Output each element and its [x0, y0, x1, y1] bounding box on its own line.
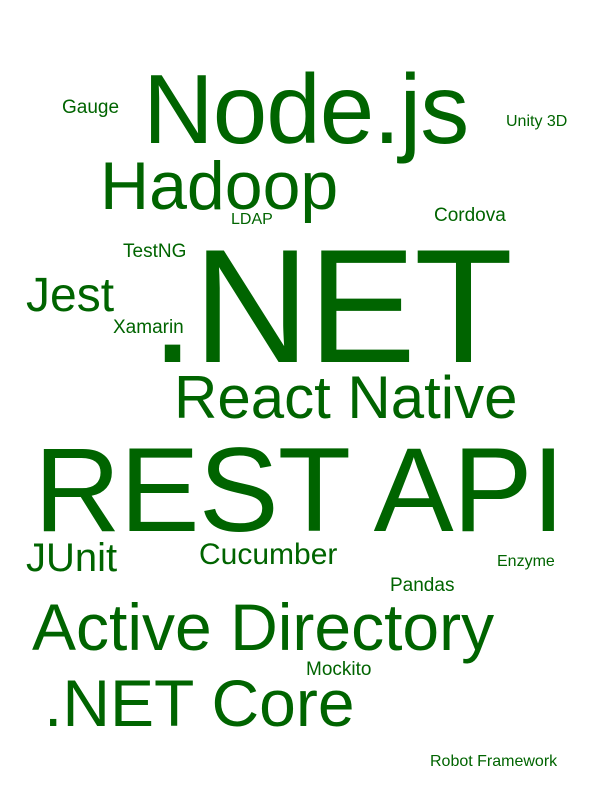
word-dotnet-core: .NET Core	[44, 666, 355, 740]
word-ldap: LDAP	[231, 211, 273, 228]
word-cucumber: Cucumber	[199, 538, 338, 571]
word-xamarin: Xamarin	[113, 317, 184, 338]
word-react-native: React Native	[174, 364, 518, 431]
word-unity3d: Unity 3D	[506, 113, 568, 130]
word-enzyme: Enzyme	[497, 553, 555, 570]
word-testng: TestNG	[123, 241, 187, 262]
word-cordova: Cordova	[434, 205, 506, 226]
word-hadoop: Hadoop	[100, 148, 339, 224]
word-rest-api: REST API	[34, 423, 565, 557]
word-mockito: Mockito	[306, 659, 372, 680]
word-jest: Jest	[26, 269, 115, 322]
word-gauge: Gauge	[62, 97, 120, 118]
word-pandas: Pandas	[390, 575, 455, 596]
word-dotnet: .NET	[150, 216, 513, 397]
word-junit: JUnit	[26, 536, 118, 580]
word-nodejs: Node.js	[143, 54, 469, 164]
word-robot-framework: Robot Framework	[430, 753, 558, 770]
word-active-directory: Active Directory	[32, 590, 495, 664]
